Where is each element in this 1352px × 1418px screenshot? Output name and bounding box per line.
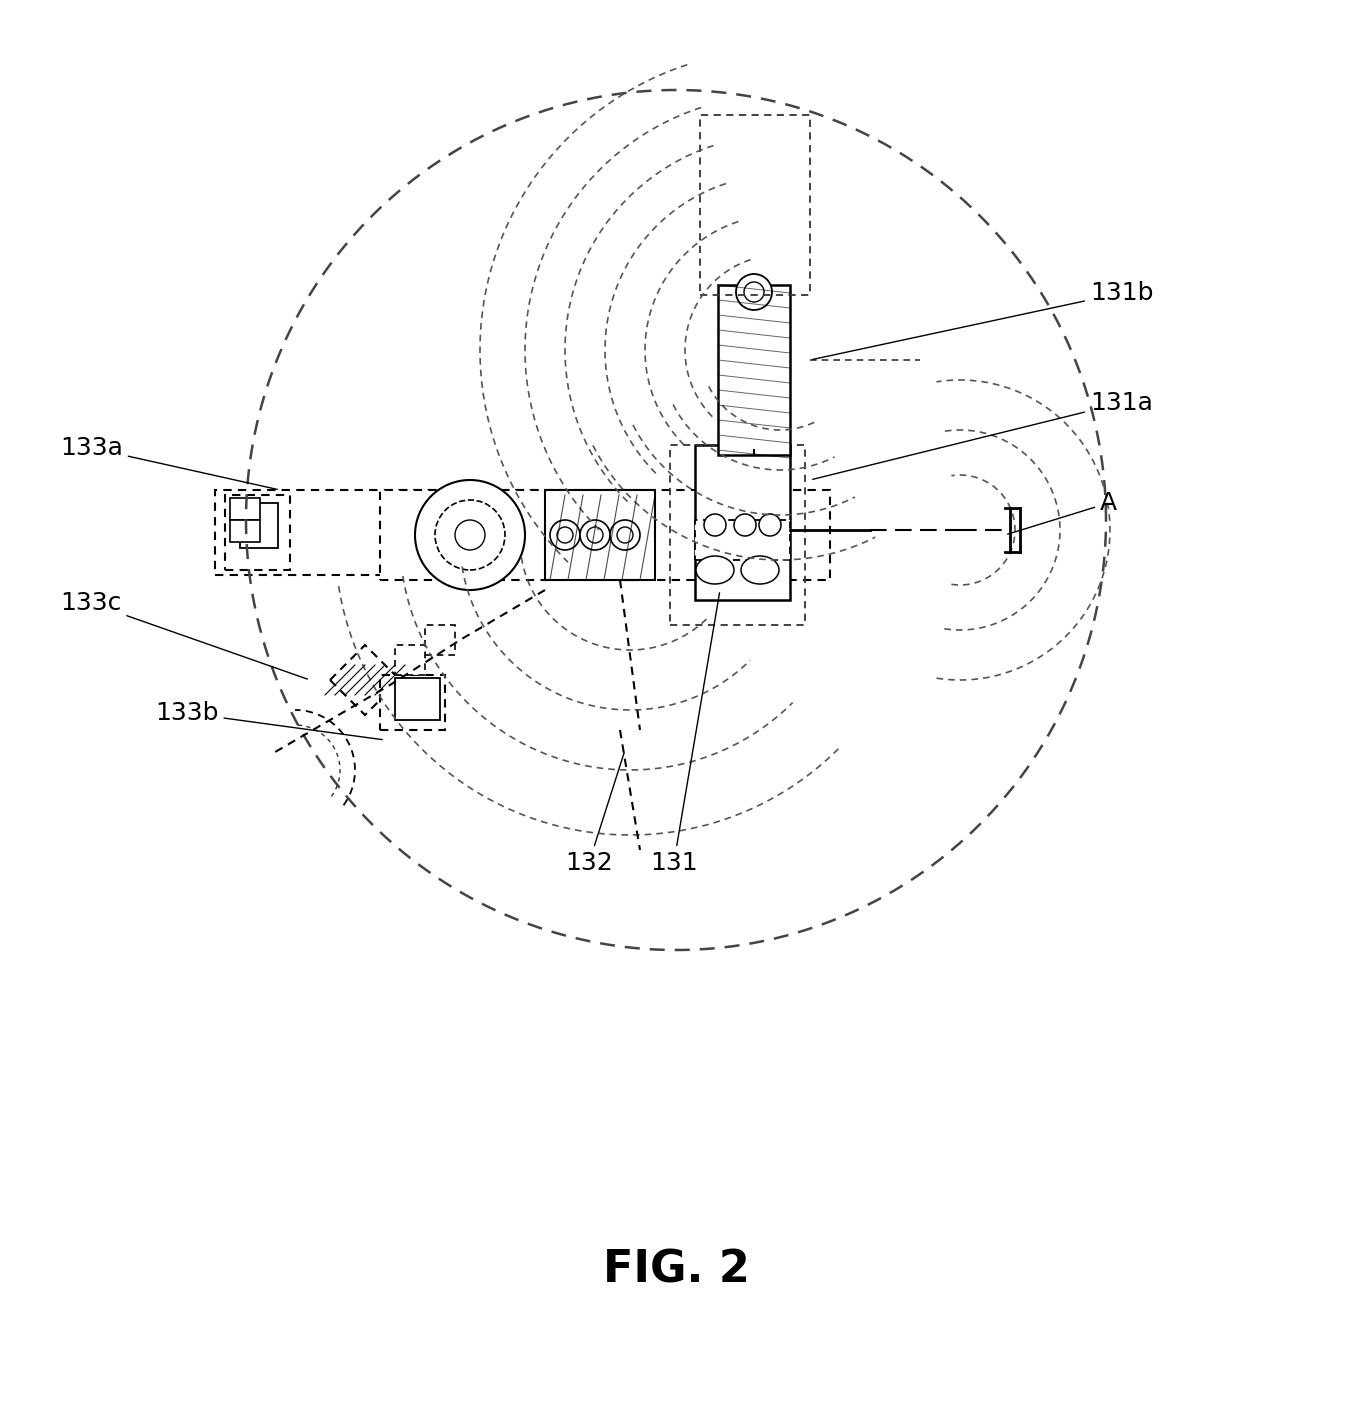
- Bar: [718, 285, 790, 455]
- Bar: [395, 645, 425, 675]
- Text: 131b: 131b: [813, 281, 1153, 359]
- Bar: [695, 445, 790, 600]
- Circle shape: [557, 527, 573, 543]
- Circle shape: [415, 481, 525, 590]
- Bar: [425, 625, 456, 655]
- Bar: [224, 495, 289, 570]
- Bar: [695, 520, 790, 560]
- Circle shape: [704, 513, 726, 536]
- Ellipse shape: [741, 556, 779, 584]
- Bar: [215, 491, 560, 576]
- Bar: [241, 503, 279, 547]
- Circle shape: [744, 282, 764, 302]
- Text: 133a: 133a: [59, 435, 277, 489]
- Text: 131: 131: [650, 593, 719, 875]
- Circle shape: [734, 513, 756, 536]
- Bar: [545, 491, 654, 580]
- Bar: [230, 498, 260, 520]
- Text: 133c: 133c: [59, 591, 307, 679]
- Circle shape: [435, 501, 506, 570]
- Bar: [230, 520, 260, 542]
- Bar: [671, 445, 804, 625]
- Polygon shape: [330, 645, 400, 715]
- Circle shape: [610, 520, 639, 550]
- Text: 131a: 131a: [813, 391, 1153, 479]
- Circle shape: [550, 520, 580, 550]
- Circle shape: [456, 520, 485, 550]
- Circle shape: [617, 527, 633, 543]
- Ellipse shape: [696, 556, 734, 584]
- Text: 133b: 133b: [155, 700, 383, 740]
- Circle shape: [587, 527, 603, 543]
- Text: FIG. 2: FIG. 2: [603, 1248, 749, 1292]
- Bar: [395, 678, 439, 720]
- Text: A: A: [1007, 491, 1117, 535]
- Circle shape: [758, 513, 781, 536]
- Text: 132: 132: [565, 753, 625, 875]
- Bar: [380, 491, 830, 580]
- Circle shape: [580, 520, 610, 550]
- Circle shape: [735, 274, 772, 311]
- Bar: [380, 675, 445, 730]
- Bar: [700, 115, 810, 295]
